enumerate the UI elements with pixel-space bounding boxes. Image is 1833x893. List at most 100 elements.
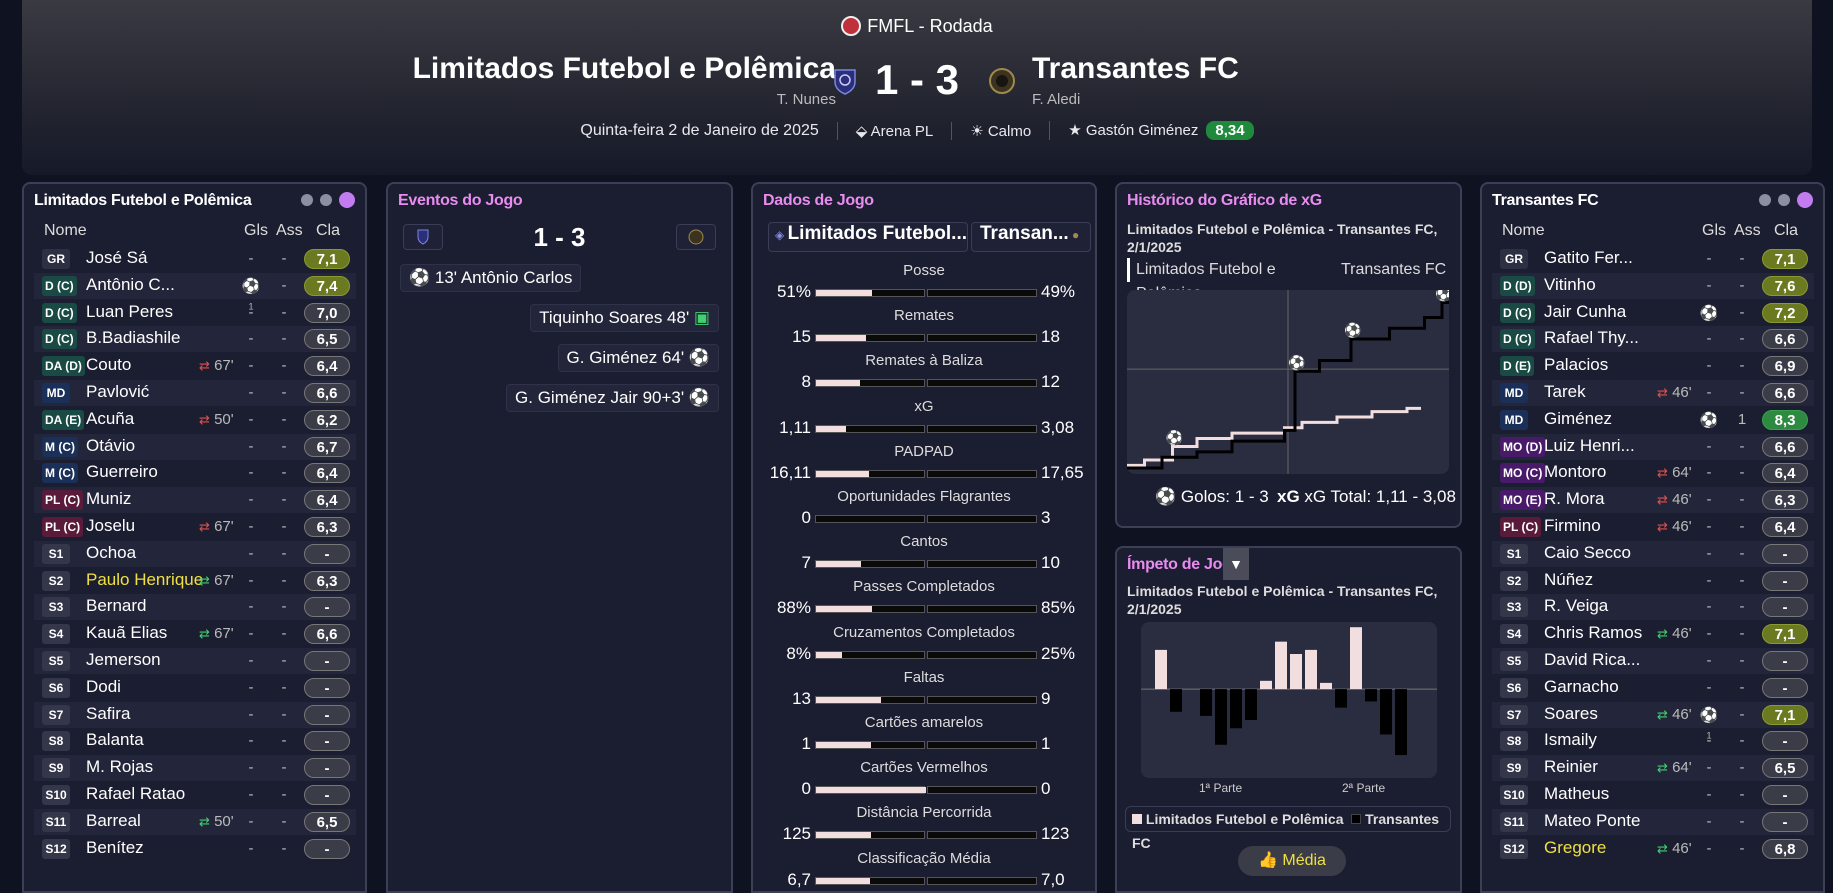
player-row[interactable]: MO (E) R. Mora ⇄ 46' - -6,3	[1492, 487, 1814, 514]
player-name[interactable]: Safira	[86, 703, 131, 723]
player-row[interactable]: D (C) Rafael Thy... - -6,6	[1492, 326, 1814, 353]
player-row[interactable]: S3 Bernard - - -	[34, 594, 356, 621]
player-name[interactable]: Acuña	[86, 408, 135, 428]
player-row[interactable]: PL (C) Muniz - -6,4	[34, 487, 356, 514]
page-dot[interactable]	[301, 194, 313, 206]
average-button[interactable]: 👍 Média	[1238, 846, 1346, 876]
player-name[interactable]: Kauã Elias	[86, 623, 168, 643]
player-name[interactable]: R. Veiga	[1544, 596, 1609, 616]
player-row[interactable]: MO (D) Luiz Henri... - -6,6	[1492, 433, 1814, 460]
player-name[interactable]: Luiz Henri...	[1544, 435, 1635, 455]
page-dot[interactable]	[1778, 194, 1790, 206]
player-of-match[interactable]: ★ Gastón Giménez 8,34	[1049, 121, 1271, 140]
player-name[interactable]: Chris Ramos	[1544, 623, 1643, 643]
event-item[interactable]: Tiquinho Soares 48' ▣	[530, 304, 719, 332]
col-cla[interactable]: Cla	[1774, 222, 1799, 239]
col-name[interactable]: Nome	[1502, 222, 1545, 239]
page-dot[interactable]	[320, 194, 332, 206]
player-name[interactable]: B.Badiashile	[86, 328, 181, 348]
player-row[interactable]: S4 Kauã Elias ⇄ 67' - -6,6	[34, 621, 356, 647]
page-dot-active[interactable]	[339, 192, 355, 208]
col-name[interactable]: Nome	[44, 222, 87, 239]
panel-page-dots[interactable]	[301, 192, 355, 208]
player-name[interactable]: Tarek	[1544, 382, 1586, 401]
player-row[interactable]: MO (C) Montoro ⇄ 64' - -6,4	[1492, 460, 1814, 486]
player-row[interactable]: S10 Rafael Ratao - - -	[34, 782, 356, 808]
player-name[interactable]: Joselu	[86, 516, 136, 535]
col-gls[interactable]: Gls	[1702, 222, 1726, 239]
player-name[interactable]: Giménez	[1544, 408, 1613, 428]
player-row[interactable]: DA (D) Couto ⇄ 67' - -6,4	[34, 353, 356, 379]
player-row[interactable]: S9 Reinier ⇄ 64' - -6,5	[1492, 755, 1814, 782]
player-name[interactable]: José Sá	[86, 248, 148, 267]
player-row[interactable]: PL (C) Joselu ⇄ 67' - -6,3	[34, 514, 356, 540]
panel-page-dots[interactable]	[1759, 192, 1813, 208]
player-row[interactable]: D (C) Antônio C... ⚽₁ -7,4	[34, 272, 356, 312]
player-name[interactable]: Guerreiro	[86, 462, 158, 482]
player-name[interactable]: David Rica...	[1544, 650, 1641, 669]
player-row[interactable]: S6 Garnacho - - -	[1492, 675, 1814, 701]
player-row[interactable]: S2 Núñez - - -	[1492, 568, 1814, 594]
player-name[interactable]: Palacios	[1544, 355, 1609, 375]
player-name[interactable]: Caio Secco	[1544, 542, 1631, 562]
player-row[interactable]: S3 R. Veiga - - -	[1492, 594, 1814, 621]
player-name[interactable]: Matheus	[1544, 784, 1610, 803]
player-row[interactable]: S10 Matheus - - -	[1492, 782, 1814, 808]
col-ass[interactable]: Ass	[276, 222, 303, 239]
player-name[interactable]: Montoro	[1544, 462, 1607, 482]
player-name[interactable]: Mateo Ponte	[1544, 810, 1641, 830]
player-name[interactable]: Rafael Thy...	[1544, 328, 1639, 348]
player-name[interactable]: Luan Peres	[86, 301, 173, 321]
player-name[interactable]: Ochoa	[86, 542, 137, 562]
col-ass[interactable]: Ass	[1734, 222, 1761, 239]
player-name[interactable]: M. Rojas	[86, 757, 154, 777]
player-row[interactable]: D (D) Vitinho - -7,6	[1492, 272, 1814, 299]
col-cla[interactable]: Cla	[316, 222, 341, 239]
col-gls[interactable]: Gls	[244, 222, 268, 239]
event-item[interactable]: G. Giménez 64' ⚽	[557, 344, 719, 372]
player-name[interactable]: Jemerson	[86, 650, 161, 669]
player-name[interactable]: Vitinho	[1544, 274, 1596, 294]
player-row[interactable]: S1 Caio Secco - - -	[1492, 540, 1814, 567]
player-name[interactable]: Dodi	[86, 676, 121, 696]
player-row[interactable]: MD Pavlović - -6,6	[34, 380, 356, 406]
player-row[interactable]: M (C) Guerreiro - -6,4	[34, 460, 356, 486]
player-name[interactable]: Muniz	[86, 489, 132, 509]
away-team-name[interactable]: Transantes FC	[1032, 52, 1239, 85]
player-name[interactable]: Bernard	[86, 596, 147, 616]
away-coach[interactable]: F. Aledi	[1032, 91, 1081, 108]
player-row[interactable]: S11 Barreal ⇄ 50' - -6,5	[34, 808, 356, 835]
player-row[interactable]: S6 Dodi - - -	[34, 675, 356, 701]
player-row[interactable]: D (E) Palacios - -6,9	[1492, 353, 1814, 379]
home-coach[interactable]: T. Nunes	[776, 91, 836, 108]
player-name[interactable]: Barreal	[86, 810, 141, 830]
player-row[interactable]: GR José Sá - -7,1	[34, 246, 356, 272]
player-name[interactable]: Rafael Ratao	[86, 784, 186, 803]
player-name[interactable]: Gregore	[1544, 837, 1607, 857]
player-name[interactable]: Firmino	[1544, 516, 1601, 535]
player-name[interactable]: Otávio	[86, 435, 136, 455]
player-name[interactable]: Couto	[86, 355, 132, 375]
player-name[interactable]: Garnacho	[1544, 676, 1619, 696]
player-name[interactable]: R. Mora	[1544, 489, 1605, 509]
player-row[interactable]: D (C) Luan Peres - -7,0	[34, 300, 356, 326]
player-name[interactable]: Gatito Fer...	[1544, 248, 1633, 267]
player-name[interactable]: Antônio C...	[86, 274, 175, 294]
stats-home-team[interactable]: ◈ Limitados Futebol...	[768, 222, 968, 252]
event-item[interactable]: G. Giménez Jair 90+3' ⚽	[506, 384, 719, 412]
player-name[interactable]: Núñez	[1544, 569, 1594, 589]
player-row[interactable]: S11 Mateo Ponte - - -	[1492, 808, 1814, 835]
player-row[interactable]: M (C) Otávio - -6,7	[34, 433, 356, 460]
player-row[interactable]: S8 Balanta - - -	[34, 728, 356, 754]
player-row[interactable]: S5 Jemerson - - -	[34, 648, 356, 674]
player-row[interactable]: D (C) B.Badiashile - -6,5	[34, 326, 356, 353]
player-name[interactable]: Jair Cunha	[1544, 301, 1627, 321]
event-item[interactable]: ⚽ 13' Antônio Carlos	[400, 264, 582, 292]
player-name[interactable]: Balanta	[86, 730, 144, 750]
player-row[interactable]: S4 Chris Ramos ⇄ 46' - -7,1	[1492, 621, 1814, 647]
home-team-name[interactable]: Limitados Futebol e Polêmica	[412, 52, 836, 85]
player-name[interactable]: Ismaily	[1544, 730, 1597, 750]
player-row[interactable]: S8 Ismaily - - -	[1492, 728, 1814, 754]
player-name[interactable]: Pavlović	[86, 382, 150, 401]
